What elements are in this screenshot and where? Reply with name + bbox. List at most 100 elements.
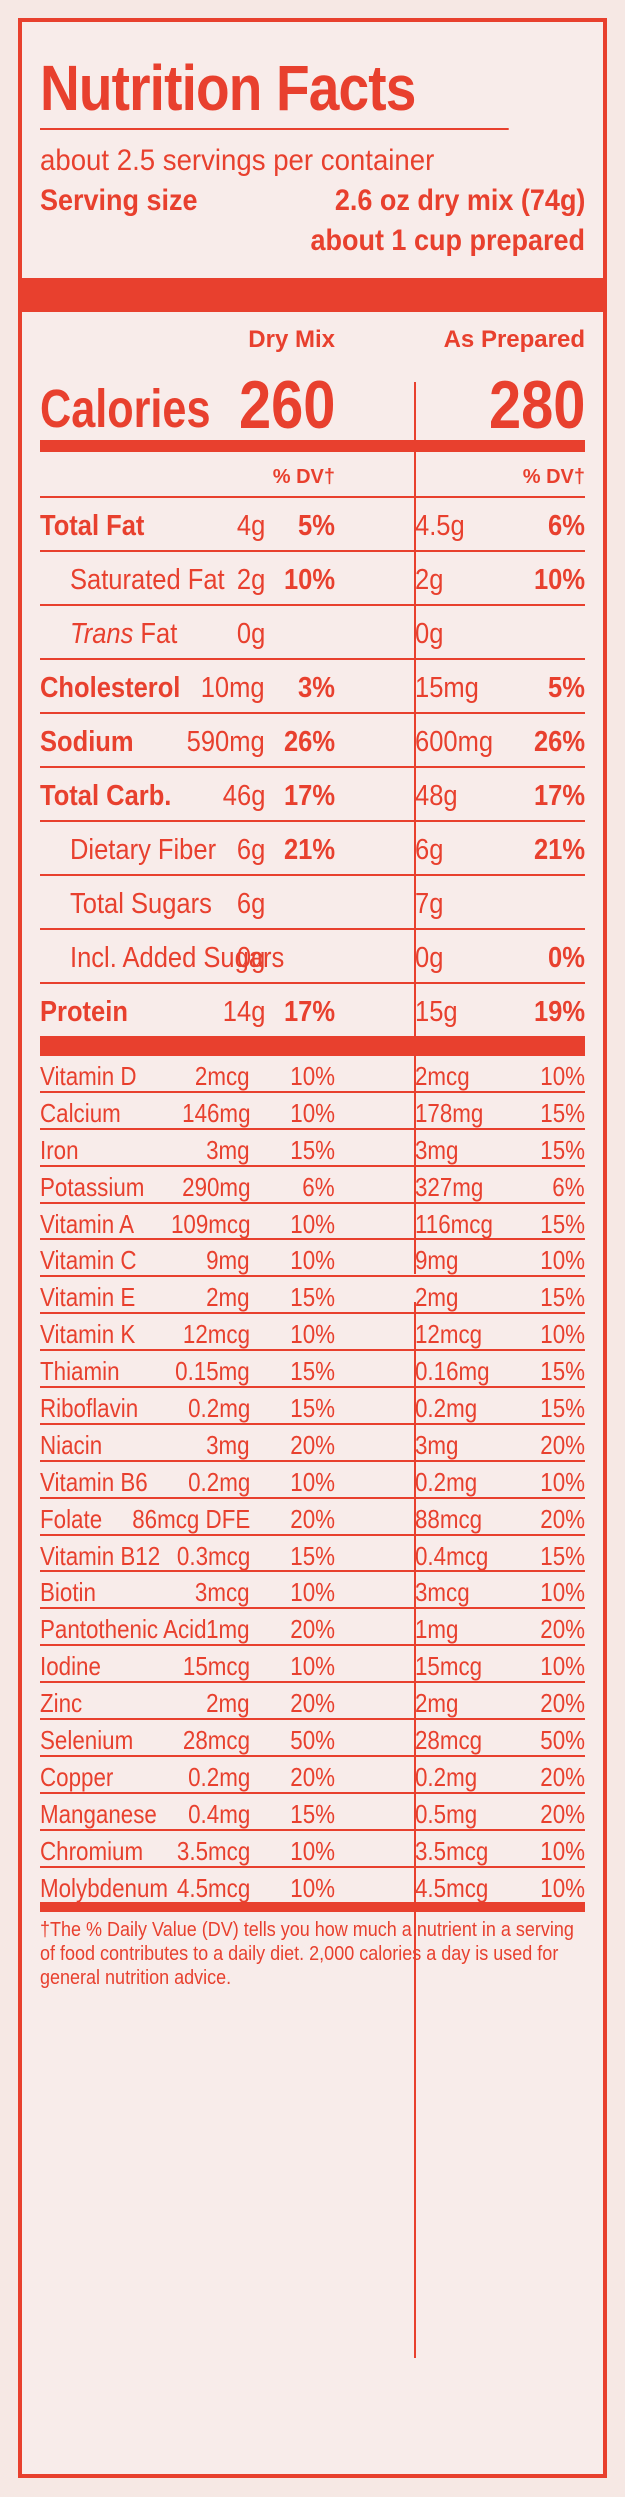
vitamin-prepared-amount: 0.16mg: [415, 1356, 490, 1387]
nutrient-row: Saturated Fat 2g 10% 2g 10%: [40, 552, 585, 606]
vitamin-row: Niacin 3mg 20% 3mg 20%: [40, 1425, 585, 1462]
nutrient-dry-amount: 6g: [236, 834, 265, 866]
vitamin-dry-amount: 9mg: [206, 1245, 250, 1276]
dry-mix-header: Dry Mix: [248, 326, 335, 353]
vitamin-row: Zinc 2mg 20% 2mg 20%: [40, 1683, 585, 1721]
nutrient-prepared-amount: 15mg: [415, 672, 479, 704]
vitamin-dry-dv: 15%: [290, 1798, 335, 1829]
vitamin-prepared-amount: 2mg: [415, 1688, 459, 1719]
vitamin-row: Vitamin D 2mcg 10% 2mcg 10%: [40, 1056, 585, 1093]
vitamin-dry-dv: 10%: [290, 1319, 335, 1350]
vitamin-prepared-amount: 28mcg: [415, 1725, 483, 1756]
vitamin-dry-amount: 28mcg: [182, 1725, 250, 1756]
nutrient-dry-dv: 26%: [283, 726, 335, 758]
vitamin-dry-dv: 20%: [290, 1761, 335, 1792]
vitamin-row: Manganese 0.4mg 15% 0.5mg 20%: [40, 1794, 585, 1831]
vitamin-name: Manganese: [40, 1798, 157, 1829]
vitamin-prepared-amount: 88mcg: [415, 1503, 483, 1534]
vitamin-row: Vitamin B12 0.3mcg 15% 0.4mcg 15%: [40, 1536, 585, 1573]
serving-size-prepared: about 1 cup prepared: [310, 224, 585, 257]
vitamin-prepared-dv: 10%: [540, 1872, 585, 1903]
column-headers: Dry Mix As Prepared: [40, 312, 585, 362]
vitamin-dry-dv: 10%: [290, 1466, 335, 1497]
vitamin-prepared-amount: 3mg: [415, 1429, 459, 1460]
vitamin-row: Iodine 15mcg 10% 15mcg 10%: [40, 1646, 585, 1684]
vitamin-name: Calcium: [40, 1097, 121, 1128]
vitamin-prepared-amount: 2mg: [415, 1282, 459, 1313]
vitamin-row: Vitamin K 12mcg 10% 12mcg 10%: [40, 1314, 585, 1352]
vitamin-row: Copper 0.2mg 20% 0.2mg 20%: [40, 1757, 585, 1794]
vitamin-dry-dv: 20%: [290, 1688, 335, 1719]
nutrient-prepared-dv: 21%: [533, 834, 585, 866]
nutrient-name: Total Sugars: [70, 888, 212, 920]
nutrient-row: Total Sugars 6g 7g: [40, 876, 585, 930]
vitamin-dry-amount: 2mg: [206, 1688, 250, 1719]
serving-size-label: Serving size: [40, 184, 198, 217]
vitamin-row: Iron 3mg 15% 3mg 15%: [40, 1130, 585, 1167]
vitamin-prepared-dv: 10%: [540, 1651, 585, 1682]
vitamin-dry-dv: 15%: [290, 1356, 335, 1387]
vitamin-row: Thiamin 0.15mg 15% 0.16mg 15%: [40, 1351, 585, 1389]
vitamin-prepared-dv: 15%: [540, 1356, 585, 1387]
column-divider: [414, 382, 416, 1274]
vitamin-name: Chromium: [40, 1835, 144, 1866]
nutrient-dry-dv: 5%: [298, 510, 335, 542]
vitamin-name: Selenium: [40, 1725, 134, 1756]
vitamin-dry-amount: 86mcg DFE: [131, 1503, 250, 1534]
vitamin-prepared-dv: 15%: [540, 1208, 585, 1239]
vitamin-row: Vitamin B6 0.2mg 10% 0.2mg 10%: [40, 1462, 585, 1499]
nutrient-dry-amount: 14g: [222, 996, 265, 1028]
vitamin-prepared-dv: 15%: [540, 1540, 585, 1571]
vitamin-dry-dv: 15%: [290, 1134, 335, 1165]
vitamin-name: Copper: [40, 1761, 114, 1792]
vitamin-dry-amount: 146mg: [181, 1097, 250, 1128]
vitamin-row: Selenium 28mcg 50% 28mcg 50%: [40, 1720, 585, 1757]
vitamin-prepared-amount: 178mg: [415, 1097, 484, 1128]
label-content: Nutrition Facts about 2.5 servings per c…: [22, 22, 603, 1990]
nutrient-prepared-dv: 6%: [548, 510, 585, 542]
vitamin-prepared-dv: 20%: [540, 1761, 585, 1792]
nutrient-row: Protein 14g 17% 15g 19%: [40, 984, 585, 1056]
vitamin-dry-amount: 3mcg: [195, 1577, 250, 1608]
vitamin-dry-amount: 0.3mcg: [176, 1540, 250, 1571]
vitamin-dry-dv: 10%: [290, 1097, 335, 1128]
nutrient-prepared-dv: 0%: [548, 942, 585, 974]
nutrient-prepared-amount: 0g: [415, 942, 444, 974]
vitamin-dry-dv: 6%: [302, 1171, 335, 1202]
vitamin-prepared-dv: 10%: [540, 1466, 585, 1497]
vitamin-dry-dv: 20%: [290, 1503, 335, 1534]
vitamin-prepared-amount: 9mg: [415, 1245, 459, 1276]
vitamin-dry-dv: 10%: [290, 1651, 335, 1682]
nutrient-name: Protein: [40, 996, 128, 1028]
nutrient-list: Total Fat 4g 5% 4.5g 6% Saturated Fat 2g 10% 2g 1…: [40, 498, 585, 1056]
vitamin-row: Chromium 3.5mcg 10% 3.5mcg 10%: [40, 1831, 585, 1868]
vitamin-dry-amount: 1mg: [206, 1614, 250, 1645]
vitamin-name: Vitamin B12: [40, 1540, 161, 1571]
vitamin-prepared-amount: 0.2mg: [415, 1761, 478, 1792]
vitamin-prepared-amount: 12mcg: [415, 1319, 483, 1350]
vitamin-prepared-amount: 3mcg: [415, 1577, 470, 1608]
nutrient-prepared-amount: 6g: [415, 834, 444, 866]
nutrient-prepared-amount: 0g: [415, 618, 444, 650]
nutrient-prepared-dv: 26%: [533, 726, 585, 758]
serving-size-value: 2.6 oz dry mix (74g): [334, 184, 585, 217]
nutrient-prepared-dv: 19%: [533, 996, 585, 1028]
nutrient-prepared-amount: 2g: [415, 564, 444, 596]
vitamin-dry-dv: 15%: [290, 1282, 335, 1313]
vitamin-row: Calcium 146mg 10% 178mg 15%: [40, 1093, 585, 1130]
vitamin-prepared-dv: 50%: [540, 1725, 585, 1756]
vitamin-prepared-dv: 15%: [540, 1134, 585, 1165]
vitamin-name: Folate: [40, 1503, 103, 1534]
nutrient-dry-dv: 17%: [283, 996, 335, 1028]
nutrient-dry-dv: 21%: [283, 834, 335, 866]
nutrient-prepared-amount: 15g: [415, 996, 458, 1028]
vitamin-name: Niacin: [40, 1429, 103, 1460]
vitamin-prepared-dv: 20%: [540, 1688, 585, 1719]
vitamin-dry-dv: 15%: [290, 1393, 335, 1424]
vitamin-prepared-amount: 2mcg: [415, 1061, 470, 1091]
nutrient-row: Sodium 590mg 26% 600mg 26%: [40, 714, 585, 768]
vitamin-prepared-dv: 10%: [540, 1061, 585, 1091]
vitamin-row: Biotin 3mcg 10% 3mcg 10%: [40, 1572, 585, 1610]
nutrient-prepared-amount: 4.5g: [415, 510, 465, 542]
vitamin-dry-amount: 3.5mcg: [176, 1835, 250, 1866]
